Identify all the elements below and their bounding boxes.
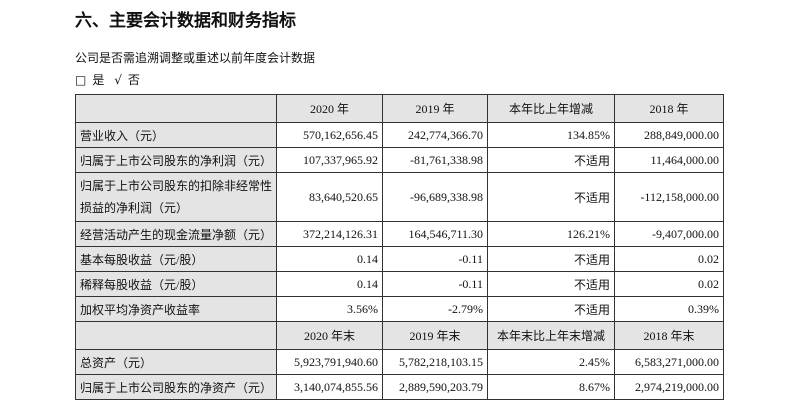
- cell-value: 164,546,711.30: [382, 221, 488, 247]
- column-header: 2020 年末: [276, 321, 383, 350]
- cell-value: 134.85%: [487, 122, 615, 148]
- option-no-label: 否: [127, 73, 140, 87]
- cell-value: -81,761,338.98: [382, 147, 488, 173]
- cell-value: 5,923,791,940.60: [276, 349, 383, 375]
- cell-value: 不适用: [487, 246, 615, 272]
- cell-value: 不适用: [487, 147, 615, 173]
- cell-value: 0.14: [276, 271, 383, 297]
- row-label: 稀释每股收益（元/股）: [75, 271, 277, 297]
- cell-value: 0.02: [614, 246, 724, 272]
- column-header: [75, 94, 277, 123]
- cell-value: -9,407,000.00: [614, 221, 724, 247]
- row-label: 加权平均净资产收益率: [75, 296, 277, 322]
- row-label: 总资产（元）: [75, 349, 277, 375]
- cell-value: 2,974,219,000.00: [614, 374, 724, 400]
- cell-value: 0.39%: [614, 296, 724, 322]
- cell-value: -112,158,000.00: [614, 172, 724, 222]
- cell-value: 不适用: [487, 271, 615, 297]
- row-label: 归属于上市公司股东的净利润（元）: [75, 147, 277, 173]
- row-label: 经营活动产生的现金流量净额（元）: [75, 221, 277, 247]
- table-row: 基本每股收益（元/股） 0.14 -0.11 不适用 0.02: [75, 246, 724, 272]
- cell-value: 83,640,520.65: [276, 172, 383, 222]
- cell-value: 3.56%: [276, 296, 383, 322]
- column-header: 2020 年: [276, 94, 383, 123]
- table-row: 归属于上市公司股东的扣除非经常性损益的净利润（元） 83,640,520.65 -9…: [75, 172, 724, 222]
- restatement-options: □ 是 √ 否: [75, 71, 146, 88]
- cell-value: 不适用: [487, 296, 615, 322]
- checkbox-yes-icon: □: [75, 73, 87, 87]
- column-header: [75, 321, 277, 350]
- cell-value: 2.45%: [487, 349, 615, 375]
- cell-value: 3,140,074,855.56: [276, 374, 383, 400]
- option-yes-label: 是: [92, 73, 105, 87]
- table-row: 归属于上市公司股东的净资产（元） 3,140,074,855.56 2,889,59…: [75, 374, 724, 400]
- cell-value: 570,162,656.45: [276, 122, 383, 148]
- cell-value: -96,689,338.98: [382, 172, 488, 222]
- table-row: 营业收入（元） 570,162,656.45 242,774,366.70 134.8…: [75, 122, 724, 148]
- cell-value: 107,337,965.92: [276, 147, 383, 173]
- table-header-row: 2020 年 2019 年本年比上年增减 2018 年: [75, 94, 724, 123]
- cell-value: 2,889,590,203.79: [382, 374, 488, 400]
- cell-value: 0.14: [276, 246, 383, 272]
- table-row: 总资产（元） 5,923,791,940.60 5,782,218,103.15 2.…: [75, 349, 724, 375]
- column-header: 本年比上年增减: [487, 94, 615, 123]
- table-row: 加权平均净资产收益率 3.56% -2.79% 不适用 0.39%: [75, 296, 724, 322]
- checkmark-no-icon: √: [114, 73, 122, 87]
- cell-value: 5,782,218,103.15: [382, 349, 488, 375]
- cell-value: 0.02: [614, 271, 724, 297]
- cell-value: 不适用: [487, 172, 615, 222]
- cell-value: 8.67%: [487, 374, 615, 400]
- column-header: 2018 年: [614, 94, 724, 123]
- table-row: 经营活动产生的现金流量净额（元） 372,214,126.31 164,546,71…: [75, 221, 724, 247]
- column-header: 2019 年末: [382, 321, 488, 350]
- table-row: 归属于上市公司股东的净利润（元） 107,337,965.92 -81,761,33…: [75, 147, 724, 173]
- financial-indicators-table: 2020 年 2019 年本年比上年增减 2018 年营业收入（元） 570,162,…: [75, 94, 724, 400]
- cell-value: 6,583,271,000.00: [614, 349, 724, 375]
- column-header: 2018 年末: [614, 321, 724, 350]
- row-label: 营业收入（元）: [75, 122, 277, 148]
- row-label: 基本每股收益（元/股）: [75, 246, 277, 272]
- cell-value: 11,464,000.00: [614, 147, 724, 173]
- cell-value: 372,214,126.31: [276, 221, 383, 247]
- column-header: 2019 年: [382, 94, 488, 123]
- column-header: 本年末比上年末增减: [487, 321, 615, 350]
- table-row: 稀释每股收益（元/股） 0.14 -0.11 不适用 0.02: [75, 271, 724, 297]
- cell-value: 126.21%: [487, 221, 615, 247]
- cell-value: -2.79%: [382, 296, 488, 322]
- restatement-question: 公司是否需追溯调整或重述以前年度会计数据: [75, 51, 316, 65]
- cell-value: -0.11: [382, 271, 488, 297]
- row-label: 归属于上市公司股东的净资产（元）: [75, 374, 277, 400]
- cell-value: 242,774,366.70: [382, 122, 488, 148]
- cell-value: -0.11: [382, 246, 488, 272]
- table-header-row: 2020 年末 2019 年末 本年末比上年末增减 2018 年末: [75, 321, 724, 350]
- section-title: 六、主要会计数据和财务指标: [75, 11, 296, 31]
- row-label: 归属于上市公司股东的扣除非经常性损益的净利润（元）: [75, 172, 277, 222]
- cell-value: 288,849,000.00: [614, 122, 724, 148]
